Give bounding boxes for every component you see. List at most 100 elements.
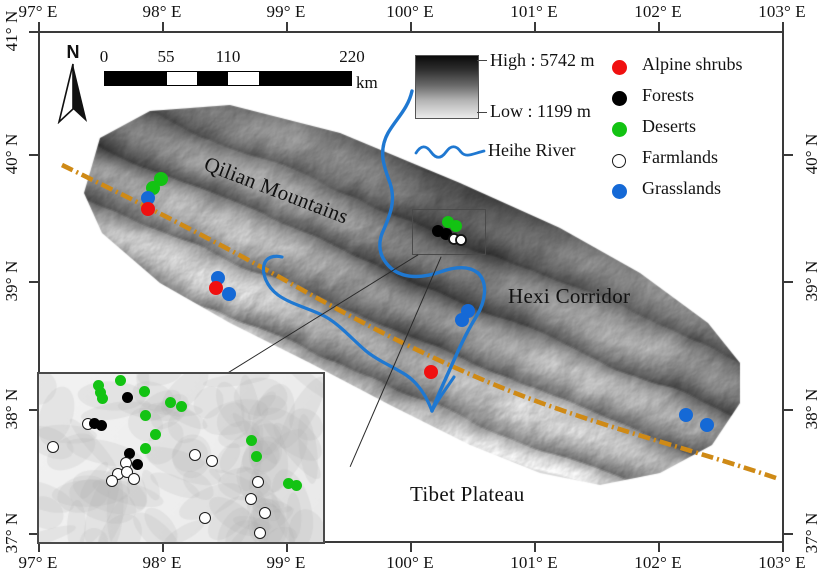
figure-root: 97° E 97° E 98° E 98° E 99° E 99° E 100° E 100°… [0, 0, 828, 581]
inset-background-raster [39, 374, 323, 542]
axis-tick-right-38 [784, 409, 793, 411]
elevation-high-tick [477, 60, 487, 61]
axis-label-top-102: 102° E [634, 2, 682, 22]
axis-tick-right-37 [784, 533, 793, 535]
axis-label-top-97: 97° E [19, 2, 58, 22]
axis-label-left-41: 41° N [2, 11, 22, 52]
axis-label-bottom-98: 98° E [143, 553, 182, 573]
axis-tick-top-102 [658, 22, 660, 31]
elevation-gradient-swatch [415, 55, 479, 119]
axis-label-top-99: 99° E [267, 2, 306, 22]
axis-tick-bottom-99 [286, 543, 288, 552]
legend-item-grasslands: Grasslands [612, 176, 812, 207]
inset-point-farmlands-21 [128, 473, 140, 485]
point-legend: Alpine shrubs Forests Deserts Farmlands Gras… [612, 52, 812, 207]
inset-point-farmlands-30 [199, 512, 211, 524]
axis-tick-top-103 [782, 22, 784, 31]
axis-tick-bottom-102 [658, 543, 660, 552]
inset-point-forests-4 [122, 392, 133, 403]
inset-point-deserts-28 [291, 480, 302, 491]
scale-bar: 0 55 110 220 km [104, 47, 352, 93]
axis-tick-bottom-103 [782, 543, 784, 552]
legend-item-forests: Forests [612, 83, 812, 114]
axis-tick-right-39 [784, 281, 793, 283]
inset-point-deserts-2 [97, 393, 108, 404]
north-arrow-letter: N [54, 42, 92, 63]
axis-label-bottom-102: 102° E [634, 553, 682, 573]
axis-label-bottom-100: 100° E [386, 553, 434, 573]
river-legend-symbol [414, 142, 476, 160]
inset-map [37, 372, 325, 544]
axis-tick-top-101 [534, 22, 536, 31]
inset-point-deserts-5 [139, 386, 150, 397]
scale-bar-tick-220: 220 [339, 47, 365, 67]
inset-point-deserts-8 [140, 410, 151, 421]
axis-tick-top-99 [286, 22, 288, 31]
inset-point-farmlands-23 [206, 455, 218, 467]
inset-point-farmlands-22 [189, 449, 201, 461]
elevation-high-label: High : 5742 m [490, 50, 595, 71]
axis-label-right-37: 37° N [802, 513, 822, 554]
circle-marker-icon [612, 154, 626, 168]
legend-item-label: Forests [642, 85, 694, 106]
legend-item-deserts: Deserts [612, 114, 812, 145]
inset-point-farmlands-20 [106, 475, 118, 487]
axis-tick-top-100 [410, 22, 412, 31]
axis-tick-bottom-98 [162, 543, 164, 552]
inset-point-deserts-7 [176, 401, 187, 412]
legend-item-label: Farmlands [642, 147, 718, 168]
inset-point-farmlands-26 [252, 476, 264, 488]
scale-bar-segment-4 [259, 72, 351, 85]
legend-item-label: Deserts [642, 116, 696, 137]
inset-point-farmlands-29 [245, 493, 257, 505]
inset-point-forests-17 [132, 459, 143, 470]
axis-tick-bottom-100 [410, 543, 412, 552]
scale-bar-segment-0 [105, 72, 167, 85]
axis-label-top-98: 98° E [143, 2, 182, 22]
scale-bar-unit: km [356, 73, 378, 93]
elevation-low-label: Low : 1199 m [490, 101, 591, 122]
scale-bar-tick-110: 110 [216, 47, 241, 67]
legend-item-alpine-shrubs: Alpine shrubs [612, 52, 812, 83]
north-arrow-icon: N [54, 42, 92, 124]
axis-tick-left-40 [29, 154, 38, 156]
river-legend-label: Heihe River [488, 140, 575, 161]
scale-bar-ticks: 0 55 110 220 [104, 47, 352, 69]
inset-point-deserts-24 [246, 435, 257, 446]
circle-marker-icon [612, 91, 627, 106]
inset-point-deserts-6 [165, 397, 176, 408]
inset-point-deserts-12 [150, 429, 161, 440]
elevation-low-tick [477, 112, 487, 113]
axis-tick-bottom-97 [38, 543, 40, 552]
axis-label-right-39: 39° N [802, 261, 822, 302]
inset-point-forests-11 [96, 420, 107, 431]
scale-bar-segments [104, 71, 352, 86]
axis-label-left-40: 40° N [2, 134, 22, 175]
axis-label-bottom-99: 99° E [267, 553, 306, 573]
wavy-river-icon [414, 142, 486, 160]
inset-point-farmlands-32 [254, 527, 266, 539]
axis-tick-left-39 [29, 281, 38, 283]
inset-point-deserts-25 [251, 451, 262, 462]
inset-point-deserts-14 [140, 443, 151, 454]
scale-bar-tick-0: 0 [100, 47, 109, 67]
place-label-tibet-plateau: Tibet Plateau [410, 482, 525, 507]
scale-bar-segment-3 [228, 72, 259, 85]
axis-label-top-103: 103° E [758, 2, 806, 22]
circle-marker-icon [612, 122, 627, 137]
axis-label-top-100: 100° E [386, 2, 434, 22]
inset-point-farmlands-31 [259, 507, 271, 519]
scale-bar-tick-55: 55 [158, 47, 175, 67]
scale-bar-segment-2 [197, 72, 228, 85]
axis-label-bottom-97: 97° E [19, 553, 58, 573]
north-arrow-glyph [54, 62, 92, 124]
axis-tick-top-97 [38, 22, 40, 31]
legend-item-label: Grasslands [642, 178, 721, 199]
axis-tick-left-41 [29, 31, 38, 33]
axis-tick-top-98 [162, 22, 164, 31]
axis-label-left-38: 38° N [2, 389, 22, 430]
place-label-hexi-corridor: Hexi Corridor [508, 284, 630, 309]
axis-label-top-101: 101° E [510, 2, 558, 22]
inset-point-deserts-3 [115, 375, 126, 386]
axis-label-left-39: 39° N [2, 261, 22, 302]
